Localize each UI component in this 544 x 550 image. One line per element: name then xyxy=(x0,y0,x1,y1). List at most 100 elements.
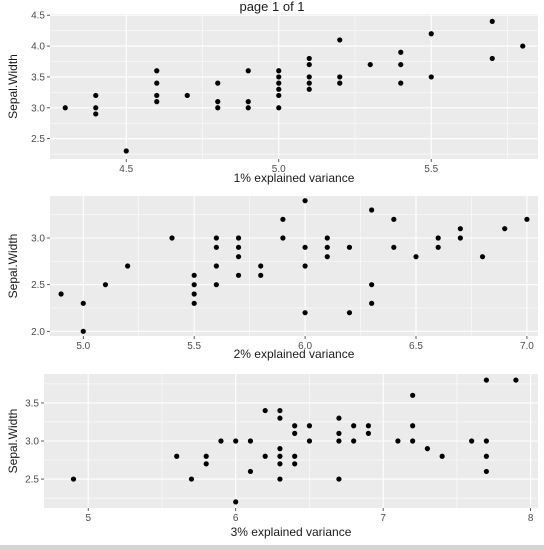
scatter-point xyxy=(58,291,64,297)
panel-background xyxy=(50,196,538,336)
scatter-point xyxy=(123,148,129,154)
scatter-point xyxy=(191,282,197,288)
scatter-point xyxy=(258,272,264,278)
scatter-point xyxy=(365,430,372,436)
scatter-point xyxy=(292,430,298,436)
scatter-point xyxy=(191,291,197,297)
scatter-point xyxy=(306,80,312,86)
scatter-point xyxy=(391,216,397,222)
scatter-point xyxy=(213,282,219,288)
scatter-point xyxy=(302,244,308,250)
scatter-point xyxy=(502,226,508,232)
scatter-point xyxy=(413,254,419,260)
x-tick-label: 7 xyxy=(380,513,386,524)
x-axis-title: 2% explained variance xyxy=(234,347,355,361)
scatter-point xyxy=(184,92,190,99)
scatter-point xyxy=(215,99,221,105)
scatter-point xyxy=(524,216,530,222)
scatter-point xyxy=(245,99,251,105)
scatter-point xyxy=(351,438,357,444)
scatter-point xyxy=(398,49,404,55)
y-tick-label: 3.5 xyxy=(31,72,45,83)
scatter-point xyxy=(483,468,489,475)
y-tick-label: 2.5 xyxy=(25,475,39,486)
scatter-point xyxy=(398,80,404,86)
scatter-point xyxy=(292,423,298,429)
scatter-point xyxy=(292,461,298,467)
y-tick-label: 3.0 xyxy=(31,234,45,245)
scatter-panel-1: 4.5 5.0 5.5 2.5 3.0 3.5 4.0 4.5 1% explained var… xyxy=(6,11,538,185)
y-tick-label: 4.5 xyxy=(31,11,45,22)
scatter-point xyxy=(102,282,109,288)
x-axis-title: 3% explained variance xyxy=(231,525,352,539)
scatter-point xyxy=(169,235,175,241)
scatter-point xyxy=(188,476,195,482)
scatter-point xyxy=(302,263,308,269)
scatter-point xyxy=(233,499,239,505)
scatter-point xyxy=(247,438,254,444)
scatter-point xyxy=(277,461,283,467)
scatter-point xyxy=(489,18,495,25)
y-axis-title: Sepal.Width xyxy=(6,54,20,119)
scatter-point xyxy=(457,226,463,232)
panel-background xyxy=(50,14,538,159)
scatter-point xyxy=(469,438,475,444)
x-tick-label: 5.5 xyxy=(424,164,438,175)
y-tick-label: 3.0 xyxy=(31,103,45,114)
scatter-panel-2: 5.0 5.5 6.0 6.5 7.0 2.0 2.5 3.0 2% explained var… xyxy=(6,196,538,361)
scatter-point xyxy=(520,43,526,49)
bottom-scrollbar-strip xyxy=(0,545,544,550)
scatter-point xyxy=(337,37,343,43)
scatter-point xyxy=(235,235,242,241)
y-tick-label: 2.0 xyxy=(31,327,45,338)
scatter-point xyxy=(424,446,431,452)
scatter-point xyxy=(93,105,99,111)
scatter-point xyxy=(62,105,68,111)
scatter-point xyxy=(483,377,489,383)
scatter-point xyxy=(247,468,254,475)
scatter-point xyxy=(391,244,397,250)
scatter-point xyxy=(457,235,463,241)
scatter-point xyxy=(235,244,242,250)
scatter-point xyxy=(428,31,434,37)
scatter-point xyxy=(280,216,286,222)
x-tick-label: 5.0 xyxy=(76,341,90,352)
scatter-point xyxy=(324,254,330,260)
x-tick-label: 4.5 xyxy=(119,164,133,175)
scatter-point xyxy=(280,235,286,241)
scatter-point xyxy=(483,438,489,444)
scatter-point xyxy=(336,476,342,482)
scatter-point xyxy=(324,244,330,250)
x-axis-title: 1% explained variance xyxy=(234,171,355,185)
scatter-point xyxy=(398,61,404,68)
scatter-point xyxy=(369,300,375,306)
scatter-point xyxy=(306,61,312,68)
scatter-point xyxy=(302,310,308,316)
scatter-point xyxy=(439,453,445,459)
scatter-point xyxy=(154,80,160,86)
scatter-point xyxy=(336,415,342,421)
y-tick-label: 2.5 xyxy=(31,280,45,291)
scatter-point xyxy=(213,235,219,241)
y-tick-label: 3.0 xyxy=(25,437,39,448)
scatter-panel-3: 5 6 7 8 2.5 3.0 3.5 3% explained variance Sepal.… xyxy=(6,374,538,539)
scatter-point xyxy=(93,111,99,117)
scatter-point xyxy=(70,476,77,482)
scatter-point xyxy=(365,423,372,429)
scatter-point xyxy=(191,300,197,306)
x-tick-label: 6.5 xyxy=(409,341,423,352)
scatter-point xyxy=(154,99,160,105)
x-tick-label: 7.0 xyxy=(520,341,534,352)
scatter-point xyxy=(351,423,357,429)
scatter-point xyxy=(277,415,283,421)
scatter-point xyxy=(435,244,441,250)
scatter-point xyxy=(337,74,343,80)
scatter-point xyxy=(306,55,312,62)
scatter-point xyxy=(276,80,282,86)
x-tick-label: 8 xyxy=(528,513,534,524)
scatter-point xyxy=(80,328,86,334)
scatter-point xyxy=(513,377,519,383)
scatter-point xyxy=(369,207,375,213)
scatter-point xyxy=(306,86,312,92)
scatter-point xyxy=(277,407,283,414)
